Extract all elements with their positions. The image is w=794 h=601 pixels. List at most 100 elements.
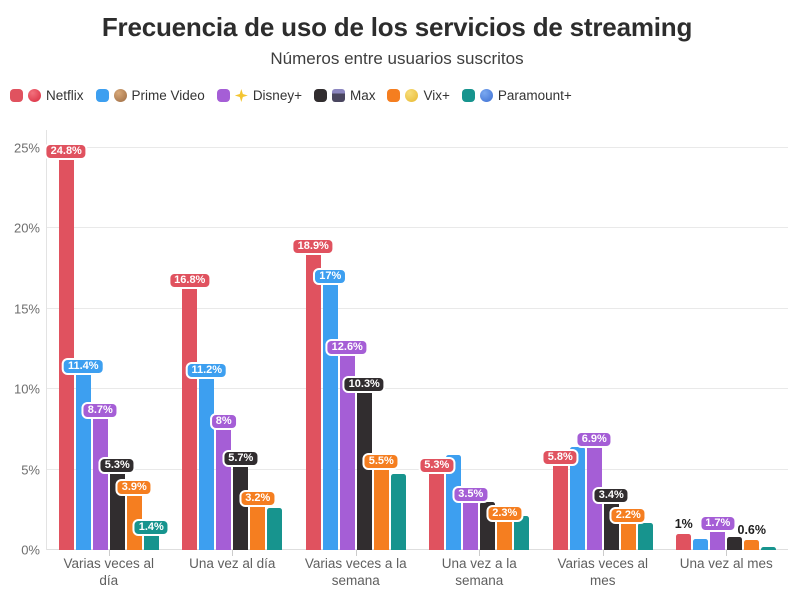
disney-color-swatch [216, 89, 230, 102]
chart-title: Frecuencia de uso de los servicios de st… [101, 12, 693, 42]
bar-value-label: 16.8% [168, 271, 212, 289]
gridline-25 [47, 146, 788, 148]
bar-value-label: 6.9% [575, 430, 613, 448]
bar-disney-varias-veces-a-la-semana: 12.6% [325, 339, 369, 550]
legend-item-prime-video: Prime Video [95, 88, 205, 103]
bar-netflix-varias-veces-al-mes: 5.8% [541, 448, 579, 550]
legend-label: Netflix [46, 88, 84, 103]
legend: Netflix Prime Video Disney+ Max Vix+ Paramoun… [10, 88, 572, 103]
bar-paramount-varias-veces-al-d-a: 1.4% [132, 519, 170, 550]
bar-prime-video-varias-veces-al-d-a: 11.4% [61, 358, 105, 550]
bar-groups: 24.8% 11.4% 8.7% 5.3% 3.9% 1.4% 16.8% 11.2% 8% 5.… [44, 130, 789, 556]
bar-value-label: 5.3% [98, 456, 136, 474]
bar-group-varias-veces-al-d-a: 24.8% 11.4% 8.7% 5.3% 3.9% 1.4% [44, 130, 171, 556]
bar-value-label: 3.5% [452, 485, 490, 503]
bar-value-label: 18.9% [291, 237, 335, 255]
bar-value-label: 1.7% [699, 514, 737, 532]
bar-vix-una-vez-al-mes: 0.6% [738, 524, 766, 550]
clapperboard-icon [331, 89, 345, 102]
max-color-swatch [313, 89, 327, 102]
bar-group-una-vez-al-mes: 1% 1.7% 0.6% [665, 130, 789, 556]
category-tick [726, 550, 728, 556]
bar-value-label: 5.5% [362, 453, 400, 471]
legend-item-max: Max [313, 88, 375, 103]
bar-netflix-varias-veces-a-la-semana: 18.9% [291, 237, 335, 550]
bar-group-varias-veces-a-la-semana: 18.9% 17% 12.6% 10.3% 5.5% [291, 130, 418, 556]
bar-max-varias-veces-a-la-semana: 10.3% [342, 376, 386, 550]
bar-value-label: 2.3% [486, 504, 524, 522]
bar-value-label: 8.7% [81, 401, 119, 419]
gridline-0 [47, 549, 788, 550]
bar-group-varias-veces-al-mes: 5.8% 6.9% 3.4% 2.2% [541, 130, 665, 556]
y-axis-tick-label: 10% [13, 381, 40, 397]
sparkle-icon [234, 89, 248, 102]
bar-paramount-varias-veces-al-mes [637, 522, 653, 550]
bar-vix-varias-veces-a-la-semana: 5.5% [362, 453, 400, 550]
category-label-varias-veces-al-mes: Varias veces al mes [557, 556, 649, 588]
bar-value-label: 0.6% [737, 523, 767, 538]
bar-netflix-una-vez-a-la-semana: 5.3% [418, 456, 456, 550]
category-tick [479, 550, 481, 556]
bar-vix-una-vez-al-d-a: 3.2% [239, 490, 277, 550]
bar-value-label: 5.7% [222, 450, 260, 468]
legend-label: Paramount+ [497, 88, 572, 103]
chart-subtitle: Números entre usuarios suscritos [270, 49, 524, 68]
bar-value-label: 17% [313, 268, 348, 286]
bar-paramount-varias-veces-a-la-semana [390, 474, 406, 550]
legend-item-paramount: Paramount+ [461, 88, 572, 103]
y-axis-tick-label: 0% [21, 542, 40, 558]
netflix-color-swatch [10, 89, 23, 102]
chart: 0% 5% 10% 15% 20% 25% 24.8% 11.4% 8.7% 5.3% 3.9% 1… [6, 130, 789, 558]
bar-value-label: 1% [674, 516, 693, 531]
bar-netflix-una-vez-al-mes: 1% [675, 517, 693, 550]
bar-value-label: 2.2% [609, 506, 647, 524]
blue-ball-icon [479, 89, 493, 102]
bar-max-varias-veces-al-d-a: 5.3% [98, 456, 136, 550]
y-axis-tick-label: 5% [21, 462, 40, 477]
bar-prime-video-una-vez-al-d-a: 11.2% [185, 361, 229, 550]
bar-prime-video-varias-veces-al-mes [569, 446, 585, 550]
prime-video-color-swatch [95, 89, 109, 102]
vix-color-swatch [387, 89, 401, 102]
bar-prime-video-varias-veces-a-la-semana: 17% [313, 268, 348, 550]
category-label-una-vez-al-mes: Una vez al mes [679, 556, 773, 571]
gridline-20 [47, 227, 788, 228]
bar-vix-varias-veces-al-mes: 2.2% [609, 506, 647, 550]
bar-prime-video-una-vez-al-mes [693, 538, 709, 550]
gridline-5 [47, 468, 788, 470]
category-tick [108, 550, 110, 556]
category-tick [602, 550, 604, 556]
bar-disney-varias-veces-al-d-a: 8.7% [81, 401, 119, 550]
gridline-10 [47, 388, 788, 389]
y-axis-tick-label: 15% [13, 301, 40, 316]
y-axis-tick-label: 25% [13, 140, 40, 155]
bar-paramount-una-vez-al-d-a [267, 508, 283, 550]
bar-netflix-varias-veces-al-d-a: 24.8% [44, 142, 88, 550]
category-label-una-vez-a-la-semana: Una vez a la semana [441, 556, 517, 588]
legend-label: Prime Video [131, 88, 205, 103]
bar-value-label: 3.2% [239, 490, 277, 508]
category-label-una-vez-al-d-a: Una vez al día [189, 556, 276, 571]
bar-value-label: 11.2% [185, 361, 229, 379]
bar-value-label: 5.3% [418, 456, 456, 474]
bar-value-label: 3.9% [115, 479, 153, 497]
bar-value-label: 5.8% [541, 448, 579, 466]
category-label-varias-veces-a-la-semana: Varias veces a la semana [304, 556, 407, 588]
legend-item-disney: Disney+ [216, 88, 302, 103]
category-label-varias-veces-al-d-a: Varias veces al día [63, 556, 155, 588]
x-axis-category-labels: Varias veces al día Una vez al día Varias … [47, 556, 788, 590]
category-tick [355, 550, 357, 556]
y-axis: 0% 5% 10% 15% 20% 25% [6, 130, 46, 558]
bar-value-label: 10.3% [342, 376, 386, 394]
bar-disney-una-vez-al-mes: 1.7% [699, 514, 737, 550]
bar-value-label: 1.4% [132, 519, 170, 537]
paramount-color-swatch [461, 89, 475, 102]
bar-value-label: 12.6% [325, 339, 369, 357]
legend-item-vix: Vix+ [387, 88, 450, 103]
legend-label: Vix+ [423, 88, 450, 103]
bar-vix-una-vez-a-la-semana: 2.3% [486, 504, 524, 550]
football-icon [113, 89, 127, 102]
bar-group-una-vez-a-la-semana: 5.3% 3.5% 2.3% [418, 130, 542, 556]
bar-value-label: 11.4% [61, 358, 105, 376]
